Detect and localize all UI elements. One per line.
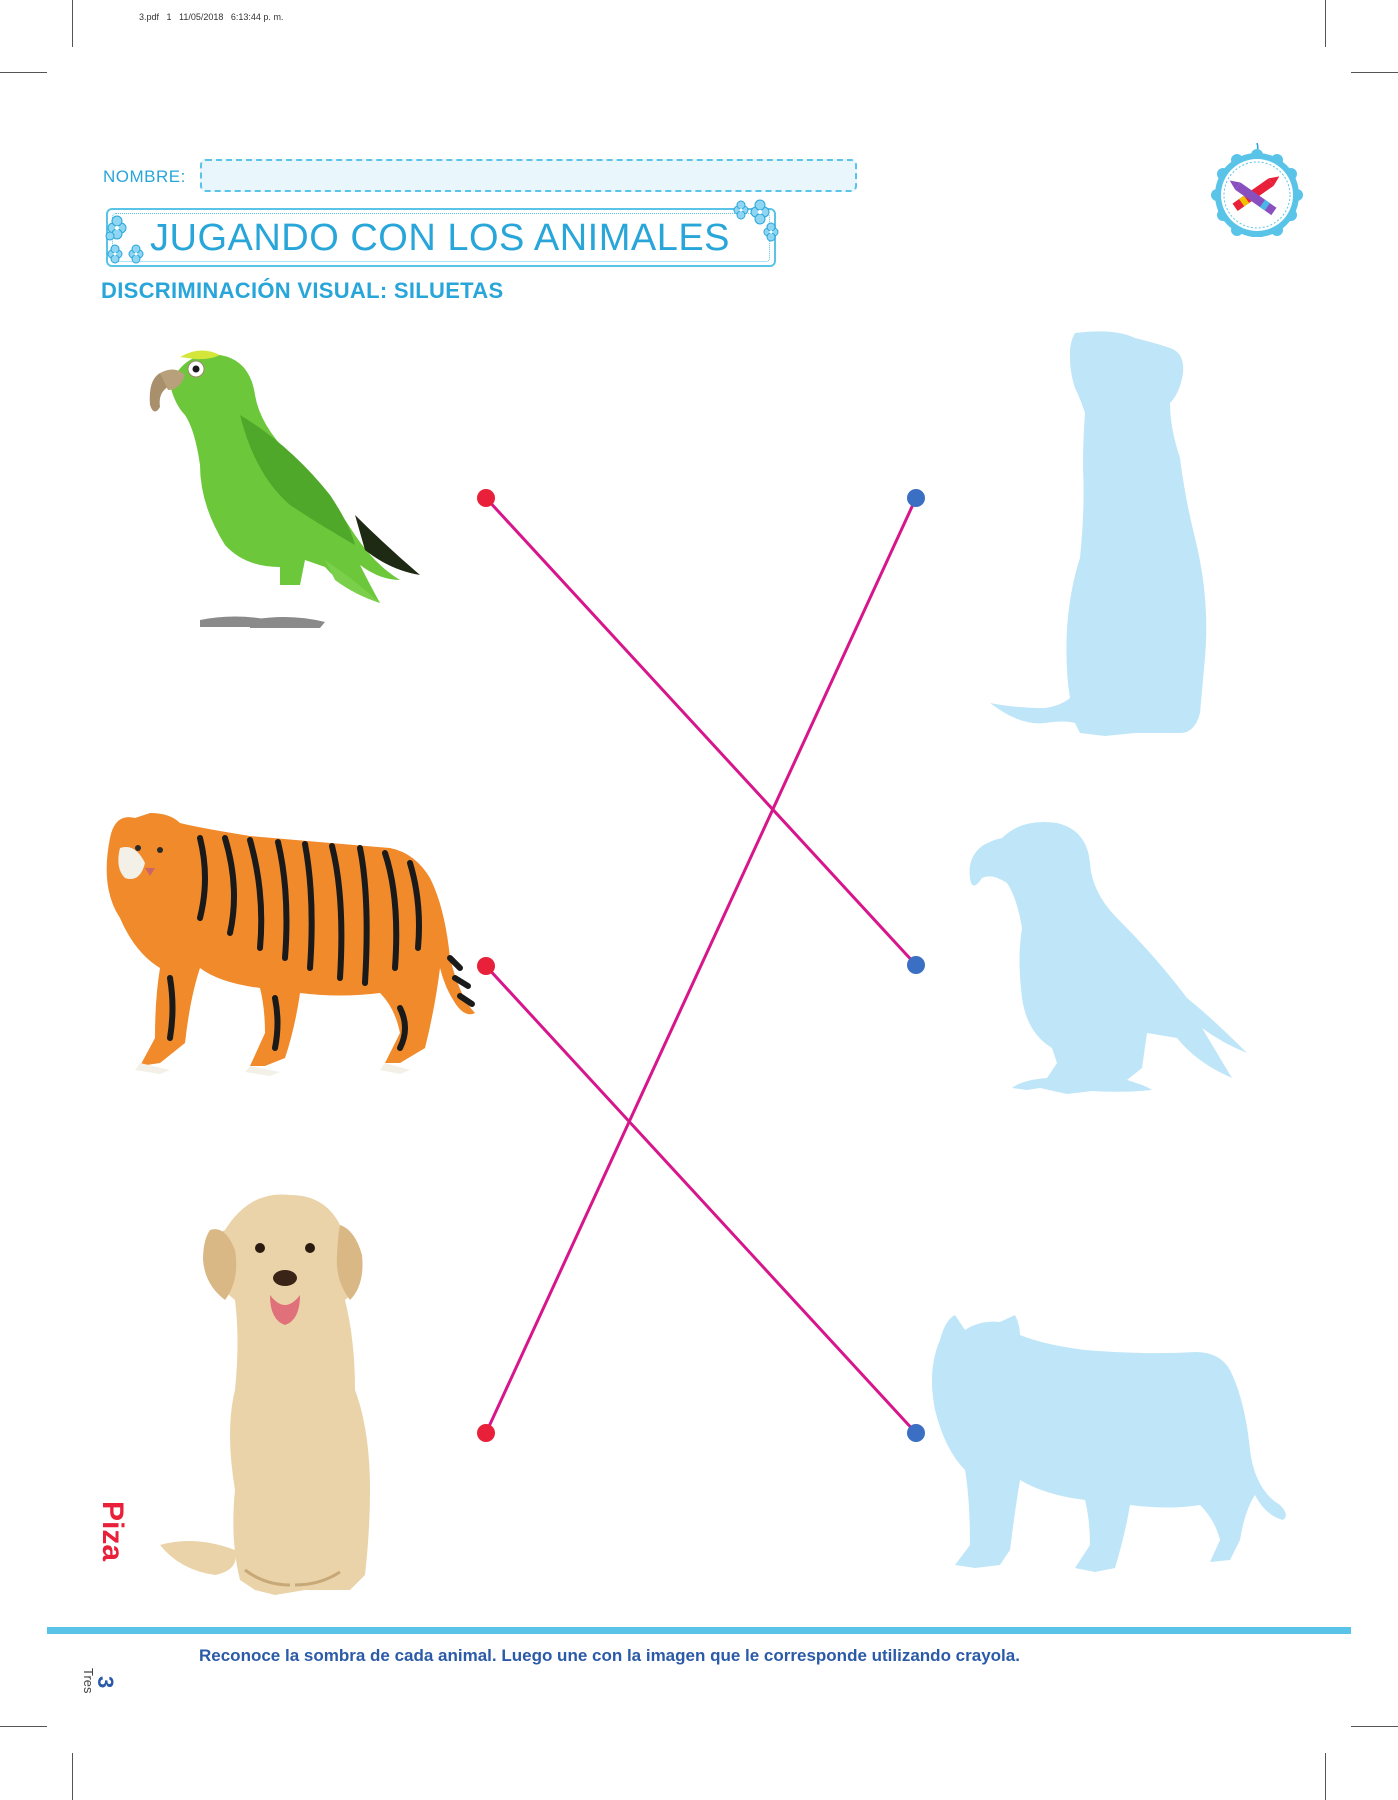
parrot-photo	[149, 350, 420, 628]
tiger-silhouette	[931, 1315, 1286, 1572]
flower-decoration-icon	[733, 199, 779, 242]
flower-decoration-icon	[105, 215, 144, 264]
crop-mark	[72, 1753, 73, 1800]
crop-mark	[72, 0, 73, 47]
tiger-photo	[106, 813, 476, 1076]
left-dot-tiger[interactable]	[477, 957, 495, 975]
name-label: NOMBRE:	[103, 167, 186, 186]
page-number-word: Tres	[81, 1668, 96, 1694]
crop-mark	[1325, 0, 1326, 47]
dog-silhouette	[990, 331, 1207, 736]
crop-mark	[1351, 72, 1398, 73]
svg-text:Piza: Piza	[96, 1501, 129, 1561]
name-field[interactable]	[200, 159, 857, 192]
page-subtitle: DISCRIMINACIÓN VISUAL: SILUETAS	[101, 278, 504, 303]
left-dot-parrot[interactable]	[477, 489, 495, 507]
match-line-tiger[interactable]	[484, 964, 918, 1435]
parrot-silhouette	[969, 822, 1247, 1094]
crayon-badge-icon	[1211, 143, 1303, 237]
instruction-divider	[47, 1627, 1351, 1634]
crop-mark	[0, 72, 47, 73]
match-line-parrot[interactable]	[484, 496, 918, 967]
page-title: JUGANDO CON LOS ANIMALES	[150, 217, 731, 259]
print-metadata: 3.pdf 1 11/05/2018 6:13:44 p. m.	[139, 12, 284, 22]
brand-logo: Piza	[96, 1501, 129, 1561]
crop-mark	[1325, 1753, 1326, 1800]
instruction-text: Reconoce la sombra de cada animal. Luego…	[199, 1646, 1020, 1665]
right-dot-dog[interactable]	[907, 489, 925, 507]
dog-photo	[160, 1194, 370, 1595]
left-dot-dog[interactable]	[477, 1424, 495, 1442]
crop-mark	[0, 1726, 47, 1727]
crop-mark	[1351, 1726, 1398, 1727]
right-dot-parrot[interactable]	[907, 956, 925, 974]
right-dot-tiger[interactable]	[907, 1424, 925, 1442]
match-line-dog[interactable]	[484, 497, 918, 1434]
